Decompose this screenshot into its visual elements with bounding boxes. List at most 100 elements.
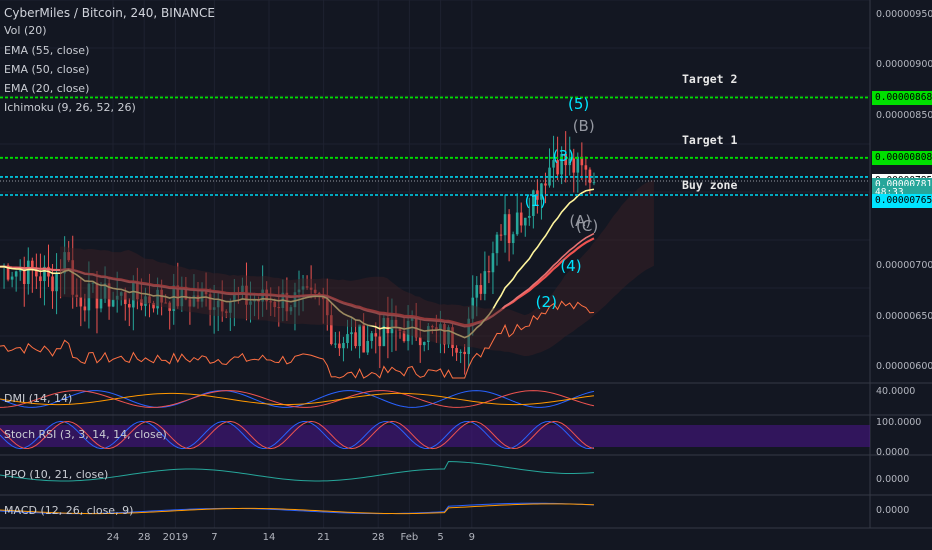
candle-body xyxy=(487,271,491,273)
y-tick-label: 0.00000850 xyxy=(876,109,932,121)
candle-body xyxy=(588,169,592,183)
wave-label[interactable]: (A) xyxy=(569,212,592,231)
ichimoku-cloud xyxy=(60,180,654,357)
candle-body xyxy=(540,183,543,200)
wave-label[interactable]: (C) xyxy=(576,217,599,236)
candle-body xyxy=(552,160,555,168)
price-tag: 0.00000868 xyxy=(872,90,932,105)
wave-label[interactable]: (5) xyxy=(567,94,590,113)
x-tick-label: Feb xyxy=(400,532,419,543)
annotation-text[interactable]: Buy zone xyxy=(682,177,738,192)
pane-label-ppo[interactable]: PPO (10, 21, close) xyxy=(4,468,109,481)
candle-body xyxy=(382,317,386,347)
price-tag: 0.00000808 xyxy=(872,150,932,165)
candle-body xyxy=(479,285,483,294)
candle-body xyxy=(346,334,349,343)
candle-body xyxy=(35,270,38,277)
annotation-text[interactable]: Target 1 xyxy=(682,132,738,147)
wave-label[interactable]: (1) xyxy=(524,192,546,211)
x-tick-label: 5 xyxy=(437,532,444,543)
candle-body xyxy=(584,165,588,170)
candle-body xyxy=(580,156,584,166)
wave-label[interactable]: (B) xyxy=(572,116,595,135)
candle-body xyxy=(366,340,369,353)
price-tag: 0.00000765 xyxy=(872,194,932,209)
legend-ichimoku[interactable]: Ichimoku (9, 26, 52, 26) xyxy=(4,101,136,114)
wave-label[interactable]: (2) xyxy=(535,292,557,311)
pane-tick-label: 40.0000 xyxy=(876,386,916,397)
candle-body xyxy=(548,167,551,186)
x-tick-label: 24 xyxy=(106,532,120,543)
candle-body xyxy=(495,234,499,254)
x-tick-label: 9 xyxy=(468,532,475,543)
candle-body xyxy=(374,333,378,337)
candle-body xyxy=(475,285,479,298)
candle-body xyxy=(507,214,511,244)
legend-ema-55[interactable]: EMA (55, close) xyxy=(4,44,90,57)
candle-body xyxy=(528,215,531,218)
candle-body xyxy=(111,299,115,307)
pane-tick-label: 100.0000 xyxy=(876,417,922,428)
candle-body xyxy=(6,265,10,280)
candle-body xyxy=(350,332,353,335)
candle-body xyxy=(338,343,341,349)
candle-body xyxy=(31,260,34,271)
pane-tick-label: 0.0000 xyxy=(876,505,910,516)
legend-vol[interactable]: Vol (20) xyxy=(4,24,47,37)
candle-body xyxy=(576,156,580,173)
legend-ema-20[interactable]: EMA (20, close) xyxy=(4,82,90,95)
y-tick-label: 0.00000600 xyxy=(876,360,932,372)
candle-body xyxy=(22,270,26,284)
candle-body xyxy=(358,324,361,347)
candle-body xyxy=(532,190,535,216)
y-tick-label: 0.00000900 xyxy=(876,59,932,71)
candle-body xyxy=(55,272,58,292)
wave-label[interactable]: (4) xyxy=(560,257,582,276)
candle-body xyxy=(592,182,596,184)
candle-body xyxy=(463,351,466,355)
candle-body xyxy=(491,253,495,273)
chart-title: CyberMiles / Bitcoin, 240, BINANCE xyxy=(4,6,215,20)
pane-tick-label: 0.0000 xyxy=(876,474,910,485)
stoch-band xyxy=(0,425,870,447)
candle-body xyxy=(14,271,18,277)
pane-label-stoch-rsi[interactable]: Stoch RSI (3, 3, 14, 14, close) xyxy=(4,428,167,441)
wave-label[interactable]: (3) xyxy=(552,146,574,165)
ppo-line xyxy=(0,461,594,482)
macd-signal-line xyxy=(0,503,594,515)
candle-body xyxy=(572,158,576,173)
candle-body xyxy=(334,343,337,345)
candle-body xyxy=(370,333,374,341)
candle-body xyxy=(378,336,382,347)
candle-body xyxy=(10,276,14,280)
candle-body xyxy=(152,302,155,309)
candle-body xyxy=(556,160,559,175)
x-tick-label: 28 xyxy=(371,532,385,543)
x-tick-label: 2019 xyxy=(162,532,189,543)
pane-tick-label: 0.0000 xyxy=(876,447,910,458)
candle-body xyxy=(459,351,462,353)
y-tick-label: 0.00000950 xyxy=(876,9,932,21)
candle-body xyxy=(418,337,422,346)
candle-body xyxy=(499,234,503,236)
pane-label-dmi[interactable]: DMI (14, 14) xyxy=(4,392,73,405)
candle-body xyxy=(362,324,365,353)
candle-body xyxy=(568,158,572,166)
pane-label-macd[interactable]: MACD (12, 26, close, 9) xyxy=(4,504,134,517)
adx-line xyxy=(0,392,595,406)
legend-ema-50[interactable]: EMA (50, close) xyxy=(4,63,90,76)
candle-body xyxy=(515,212,519,235)
candle-body xyxy=(342,342,345,349)
candle-body xyxy=(455,348,458,353)
x-tick-label: 14 xyxy=(262,532,276,543)
stoch-k-line xyxy=(0,420,595,450)
x-tick-label: 7 xyxy=(211,532,218,543)
candle-body xyxy=(503,214,507,236)
y-tick-label: 0.00000650 xyxy=(876,310,932,322)
annotation-text[interactable]: Target 2 xyxy=(682,72,738,87)
stoch-d-line xyxy=(0,420,595,450)
volume-ma-line xyxy=(0,300,594,379)
dmi-minus-line xyxy=(0,390,595,408)
dmi-plus-line xyxy=(0,390,595,408)
